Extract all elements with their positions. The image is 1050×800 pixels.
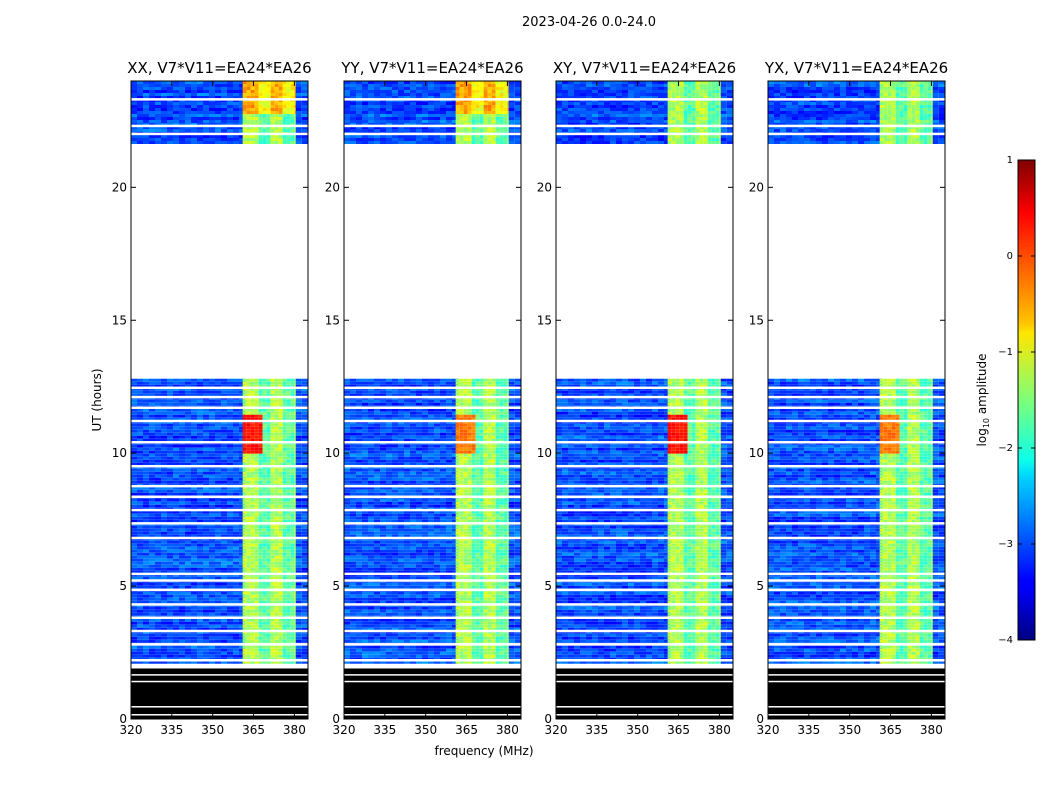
y-tick-label: 0 <box>756 712 764 726</box>
panel-yy: YY, V7*V11=EA24*EA26 320 335 350 365 380 0 5 10 1… <box>325 59 524 737</box>
x-tick-label: 320 <box>333 723 356 737</box>
heatmap <box>556 81 733 719</box>
x-tick-label: 365 <box>667 723 690 737</box>
x-tick-label: 365 <box>879 723 902 737</box>
y-tick-label: 0 <box>119 712 127 726</box>
y-tick-label: 20 <box>749 180 764 194</box>
y-axis-label: UT (hours) <box>90 368 104 431</box>
x-tick-label: 320 <box>545 723 568 737</box>
y-tick-label: 5 <box>332 579 340 593</box>
panel-title: YX, V7*V11=EA24*EA26 <box>764 59 948 77</box>
plot-frame <box>130 80 309 720</box>
panel-xy: XY, V7*V11=EA24*EA26 320 335 350 365 380 0 5 10 1… <box>537 59 736 737</box>
x-tick-label: 350 <box>838 723 861 737</box>
y-tick-label: 20 <box>112 180 127 194</box>
x-tick-label: 335 <box>797 723 820 737</box>
y-tick-label: 0 <box>544 712 552 726</box>
colorbar-tick-label: −3 <box>998 539 1013 550</box>
heatmap <box>344 81 521 719</box>
y-tick-label: 20 <box>325 180 340 194</box>
colorbar-tick-label: 0 <box>1007 251 1013 262</box>
colorbar-tick-label: 1 <box>1007 155 1013 166</box>
y-tick-label: 20 <box>537 180 552 194</box>
panel-yx: YX, V7*V11=EA24*EA26 320 335 350 365 380 0 5 10 1… <box>749 59 948 737</box>
x-tick-label: 380 <box>283 723 306 737</box>
y-tick-label: 5 <box>756 579 764 593</box>
plot-frame <box>767 80 946 720</box>
x-tick-label: 380 <box>496 723 519 737</box>
y-tick-label: 15 <box>112 313 127 327</box>
x-tick-label: 380 <box>708 723 731 737</box>
y-tick-label: 5 <box>544 579 552 593</box>
panel-xx: XX, V7*V11=EA24*EA26 320 335 350 365 380 0 5 10 1… <box>112 59 312 737</box>
y-tick-label: 10 <box>537 446 552 460</box>
x-axis-label: frequency (MHz) <box>434 744 533 758</box>
x-tick-label: 335 <box>160 723 183 737</box>
panel-title: XX, V7*V11=EA24*EA26 <box>127 59 311 77</box>
colorbar-tick-label: −1 <box>998 347 1013 358</box>
y-tick-label: 15 <box>537 313 552 327</box>
x-tick-label: 380 <box>920 723 943 737</box>
x-tick-label: 365 <box>455 723 478 737</box>
y-tick-label: 15 <box>749 313 764 327</box>
plot-frame <box>555 80 734 720</box>
panels: XX, V7*V11=EA24*EA26 320 335 350 365 380 0 5 10 1… <box>112 59 948 737</box>
y-tick-label: 10 <box>749 446 764 460</box>
x-tick-label: 320 <box>757 723 780 737</box>
colorbar-tick-label: −4 <box>998 635 1013 646</box>
colorbar-label-sub: 10 <box>982 418 991 428</box>
y-tick-label: 5 <box>119 579 127 593</box>
y-tick-label: 15 <box>325 313 340 327</box>
x-tick-label: 350 <box>201 723 224 737</box>
colorbar-label-rest: amplitude <box>975 354 989 418</box>
colorbar-label: log10 amplitude <box>975 354 991 447</box>
x-tick-label: 335 <box>373 723 396 737</box>
plot-frame <box>343 80 522 720</box>
y-tick-label: 10 <box>325 446 340 460</box>
x-tick-label: 365 <box>242 723 265 737</box>
x-tick-label: 350 <box>626 723 649 737</box>
x-tick-label: 335 <box>585 723 608 737</box>
y-tick-label: 10 <box>112 446 127 460</box>
heatmap <box>768 81 945 719</box>
heatmap <box>131 81 308 719</box>
y-tick-label: 0 <box>332 712 340 726</box>
panel-title: XY, V7*V11=EA24*EA26 <box>553 59 736 77</box>
figure-title: 2023-04-26 0.0-24.0 <box>522 15 656 30</box>
colorbar: log10 amplitude 10−1−2−3−4 <box>975 155 1036 646</box>
colorbar-scale <box>1017 159 1036 641</box>
x-tick-label: 350 <box>414 723 437 737</box>
colorbar-tick-label: −2 <box>998 443 1013 454</box>
x-tick-label: 320 <box>120 723 143 737</box>
colorbar-label-base: log <box>975 428 989 446</box>
panel-title: YY, V7*V11=EA24*EA26 <box>340 59 523 77</box>
